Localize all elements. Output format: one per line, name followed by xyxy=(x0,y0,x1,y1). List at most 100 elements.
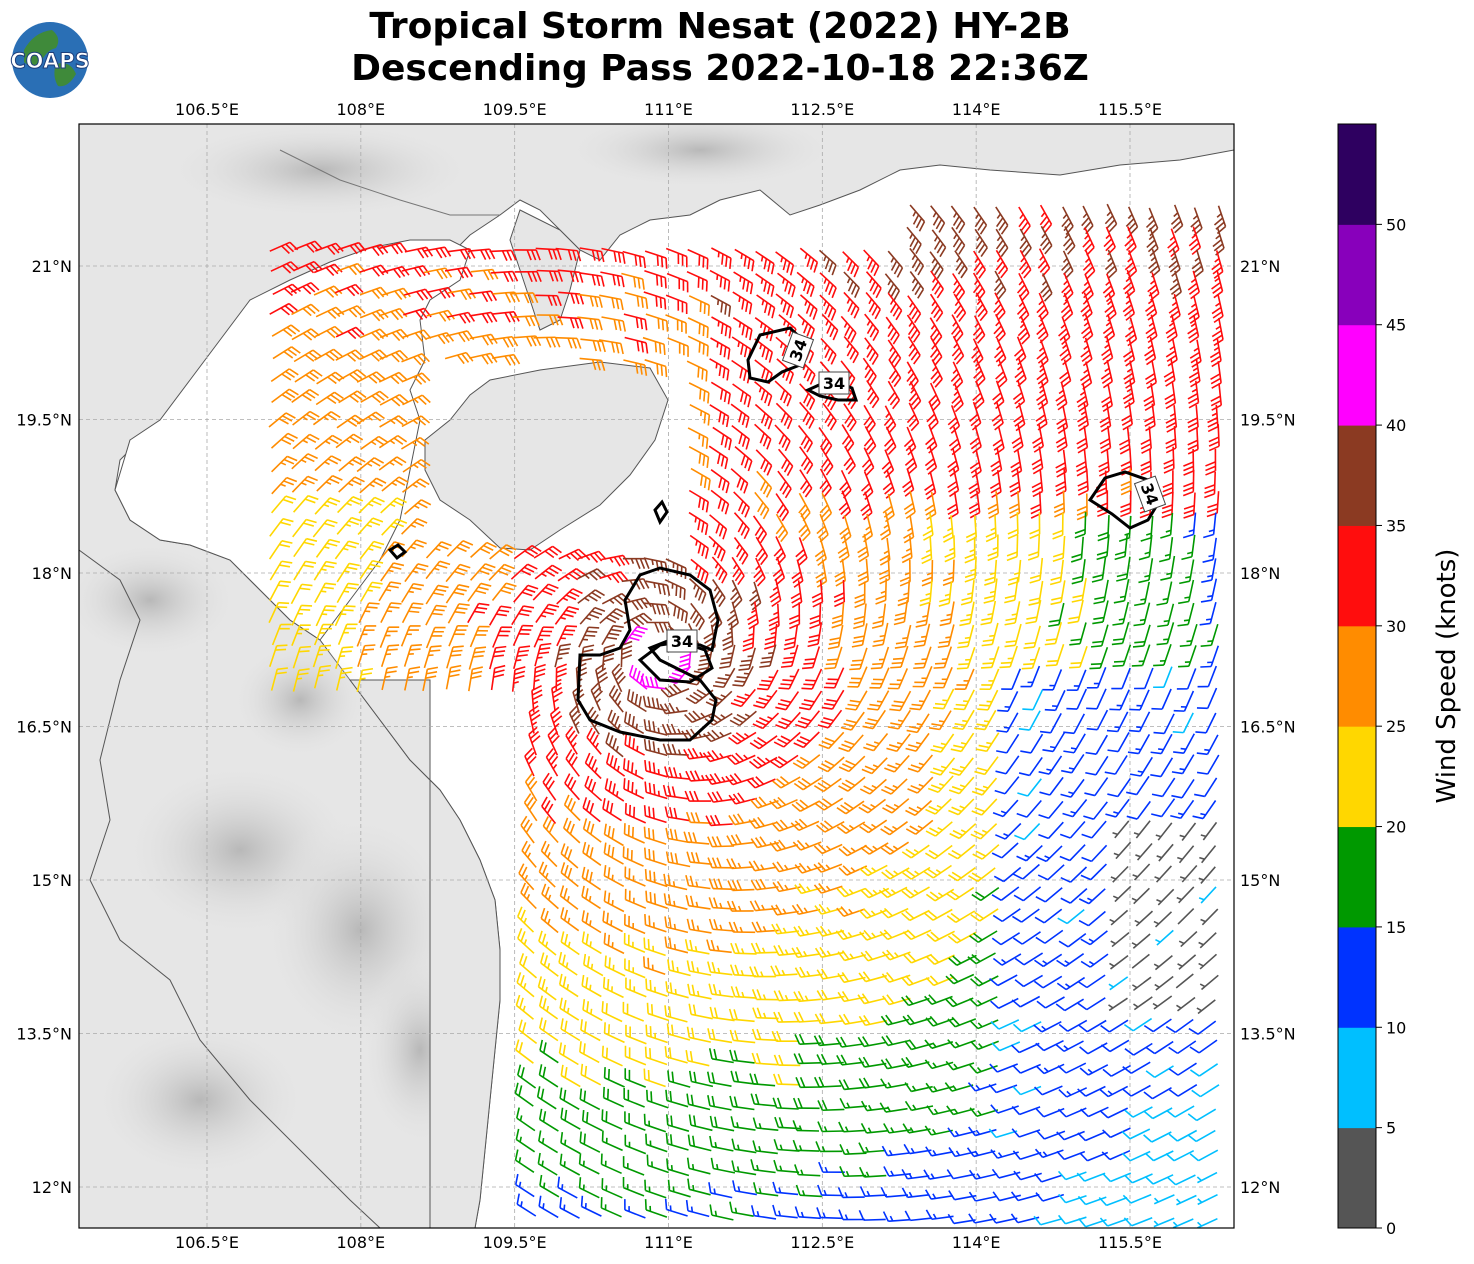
wind-barb xyxy=(1078,1019,1107,1033)
wind-barb xyxy=(1201,558,1217,584)
wind-barb xyxy=(1199,974,1219,991)
wind-barb xyxy=(817,1121,845,1133)
wind-barb xyxy=(705,814,733,827)
wind-barb xyxy=(620,640,633,668)
wind-barb xyxy=(687,1134,712,1152)
wind-barb xyxy=(1168,1062,1197,1076)
wind-barb xyxy=(924,1039,954,1050)
wind-barb xyxy=(1022,689,1044,711)
wind-barb xyxy=(816,1207,843,1220)
wind-barb xyxy=(1131,976,1152,992)
wind-barb xyxy=(579,606,606,625)
wind-barb xyxy=(985,515,997,543)
colorbar-tick-label: 5 xyxy=(1386,1119,1396,1138)
colorbar-segment xyxy=(1338,1127,1376,1229)
wind-barb xyxy=(604,955,626,977)
wind-barb xyxy=(558,291,585,305)
wind-barb xyxy=(907,776,934,794)
wind-barb xyxy=(1176,1194,1197,1206)
wind-barb xyxy=(604,778,625,802)
wind-barb xyxy=(468,666,484,692)
wind-barb xyxy=(1199,845,1217,864)
wind-barb xyxy=(512,315,540,327)
wind-barb xyxy=(623,932,646,953)
wind-barb xyxy=(727,879,755,892)
wind-barb xyxy=(337,496,364,514)
wind-barb xyxy=(622,1156,645,1176)
wind-barb xyxy=(907,336,921,365)
wind-barb xyxy=(862,357,877,386)
wind-barb xyxy=(730,688,756,708)
wind-barb xyxy=(313,582,337,603)
wind-barb xyxy=(925,821,953,837)
wind-barb xyxy=(686,851,713,865)
wind-barb xyxy=(1197,1217,1218,1228)
wind-barb xyxy=(579,272,605,287)
wind-barb xyxy=(905,732,930,752)
wind-barb xyxy=(1004,578,1019,604)
wind-barb xyxy=(1112,820,1130,839)
wind-barb xyxy=(773,1159,800,1174)
wind-barb xyxy=(902,1123,931,1134)
wind-barb xyxy=(817,709,843,729)
wind-barb xyxy=(754,381,773,407)
wind-barb xyxy=(976,732,1000,753)
wind-barb xyxy=(401,582,424,603)
wind-barb xyxy=(316,475,343,492)
wind-barb xyxy=(750,836,779,849)
wind-barb xyxy=(1061,753,1085,774)
wind-barb xyxy=(560,862,579,888)
wind-barb xyxy=(533,626,554,648)
wind-barb xyxy=(536,269,563,282)
wind-barb xyxy=(644,914,667,933)
wind-barb xyxy=(989,1063,1018,1073)
wind-barb xyxy=(843,271,860,298)
wind-barb xyxy=(947,931,977,944)
wind-barb xyxy=(979,668,1000,691)
lon-tick-label-top: 108°E xyxy=(337,100,386,119)
wind-barb xyxy=(1056,1150,1086,1161)
wind-barb xyxy=(816,968,845,980)
wind-barb xyxy=(1134,581,1150,607)
wind-barb xyxy=(1176,996,1196,1012)
wind-barb xyxy=(644,359,668,378)
wind-barb xyxy=(643,738,668,757)
contour-label: 34 xyxy=(666,629,698,653)
wind-barb xyxy=(923,1169,952,1180)
wind-barb xyxy=(839,1144,867,1155)
wind-barb xyxy=(793,1011,821,1023)
wind-barb xyxy=(1038,821,1064,840)
wind-barb xyxy=(1033,975,1063,989)
wind-barb xyxy=(1199,601,1217,626)
wind-barb xyxy=(686,270,708,292)
wind-barb xyxy=(378,371,408,385)
colorbar-segment xyxy=(1338,1027,1376,1129)
wind-barb xyxy=(535,247,562,261)
wind-barb xyxy=(1098,449,1110,477)
wind-barb xyxy=(667,337,689,357)
wind-barb xyxy=(603,1022,625,1044)
wind-barb xyxy=(1058,1019,1088,1032)
wind-barb xyxy=(1187,314,1200,344)
wind-barb xyxy=(1066,688,1088,710)
wind-barb xyxy=(688,578,707,604)
wind-barb xyxy=(1145,207,1159,237)
wind-barb xyxy=(643,291,667,310)
wind-barb xyxy=(1048,602,1065,628)
wind-barb xyxy=(755,250,775,275)
wind-barb xyxy=(379,626,400,648)
wind-barb xyxy=(845,690,868,711)
wind-barb xyxy=(858,1056,887,1068)
wind-barb xyxy=(623,612,653,628)
wind-barb xyxy=(581,885,601,910)
wind-barb xyxy=(1031,469,1044,498)
wind-barb xyxy=(924,908,953,921)
wind-barb xyxy=(777,272,796,298)
wind-barb xyxy=(730,1070,756,1085)
wind-barb xyxy=(993,292,1006,321)
wind-barb xyxy=(843,335,859,364)
wind-barb xyxy=(1188,226,1202,256)
wind-barb xyxy=(448,625,469,647)
wind-barb xyxy=(1206,491,1220,518)
wind-barb xyxy=(1122,269,1136,299)
